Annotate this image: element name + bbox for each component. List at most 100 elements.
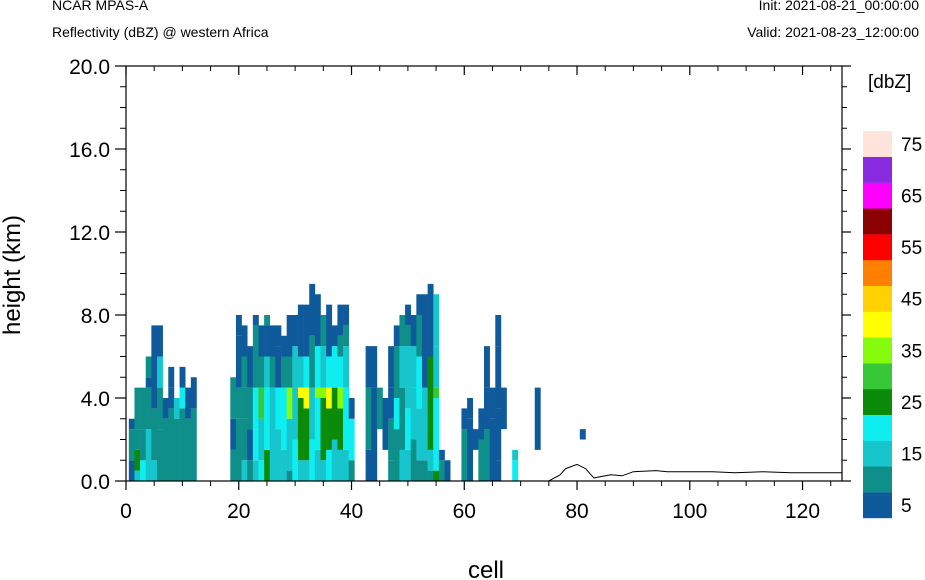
reflectivity-cell (427, 470, 434, 482)
reflectivity-cell (337, 408, 344, 450)
reflectivity-cell (157, 325, 163, 357)
reflectivity-cell (162, 398, 169, 419)
reflectivity-cell (173, 418, 180, 481)
reflectivity-cell (247, 387, 254, 430)
reflectivity-cell (140, 387, 147, 430)
reflectivity-cell (314, 346, 321, 388)
colorbar-swatch (863, 337, 892, 364)
reflectivity-cell (190, 408, 197, 482)
reflectivity-cell (579, 429, 586, 440)
reflectivity-cell (320, 315, 327, 347)
reflectivity-cell (478, 439, 485, 481)
reflectivity-cell (388, 418, 395, 461)
reflectivity-cell (343, 346, 349, 388)
reflectivity-cell (269, 439, 276, 481)
reflectivity-cell (230, 377, 237, 419)
reflectivity-cell (264, 356, 271, 388)
reflectivity-cell (433, 387, 440, 399)
colorbar-swatch (863, 182, 892, 209)
colorbar-unit: [dbZ] (868, 72, 911, 93)
reflectivity-cell (145, 429, 152, 482)
reflectivity-cell (168, 387, 175, 409)
reflectivity-cell (495, 315, 502, 347)
colorbar-swatch (863, 156, 892, 183)
reflectivity-cell (303, 356, 310, 388)
reflectivity-cells (128, 283, 586, 482)
colorbar-swatch (863, 440, 892, 467)
reflectivity-cell (168, 408, 175, 482)
colorbar-label: 25 (901, 393, 922, 414)
colorbar-swatch (863, 389, 892, 415)
reflectivity-cell (292, 315, 299, 347)
colorbar-swatch (863, 260, 892, 286)
reflectivity-cell (512, 460, 519, 481)
y-tick-label: 20.0 (69, 56, 110, 79)
reflectivity-cell (399, 387, 406, 450)
reflectivity-cell (365, 449, 372, 482)
colorbar-label: 45 (901, 290, 922, 311)
reflectivity-cell (151, 408, 158, 461)
reflectivity-cell (134, 470, 141, 482)
reflectivity-cell (309, 439, 316, 481)
colorbar-swatch (863, 363, 892, 390)
x-tick-label: 120 (785, 500, 820, 523)
reflectivity-cell (230, 449, 237, 482)
reflectivity-cell (303, 304, 310, 357)
reflectivity-cell (393, 429, 400, 482)
reflectivity-cell (264, 325, 271, 357)
reflectivity-cell (461, 408, 468, 430)
reflectivity-cell (286, 387, 293, 419)
reflectivity-cell (427, 449, 434, 471)
init-time: Init: 2021-08-21_00:00:00 (758, 0, 919, 13)
reflectivity-cell (393, 398, 400, 430)
reflectivity-cell (433, 294, 440, 347)
reflectivity-cell (365, 387, 372, 450)
colorbar-swatch (863, 131, 892, 157)
reflectivity-cell (337, 449, 344, 482)
x-tick-label: 100 (672, 500, 707, 523)
reflectivity-cell (331, 439, 338, 481)
reflectivity-cell (264, 315, 271, 326)
reflectivity-cell (343, 387, 349, 450)
colorbar-label: 5 (901, 496, 912, 517)
reflectivity-cell (281, 335, 287, 357)
x-tick-label: 60 (453, 500, 476, 523)
reflectivity-cell (421, 387, 428, 461)
reflectivity-cell (320, 398, 327, 461)
reflectivity-cell (461, 429, 468, 482)
reflectivity-cell (314, 449, 321, 482)
reflectivity-cell (140, 429, 147, 461)
reflectivity-cell (134, 449, 141, 471)
reflectivity-cell (190, 377, 197, 409)
reflectivity-cell (421, 315, 428, 388)
reflectivity-cell (478, 408, 485, 440)
reflectivity-cell (433, 470, 440, 482)
reflectivity-cell (252, 429, 259, 461)
reflectivity-cell (185, 387, 192, 419)
reflectivity-cell (484, 346, 490, 388)
y-axis-title: height (km) (0, 215, 26, 335)
reflectivity-cell (399, 449, 406, 482)
reflectivity-cell (157, 429, 163, 482)
reflectivity-cell (399, 315, 406, 347)
reflectivity-cell (348, 460, 355, 481)
reflectivity-cell (241, 356, 248, 388)
reflectivity-cell (303, 408, 310, 461)
reflectivity-cell (337, 304, 344, 336)
reflectivity-cell (309, 335, 316, 357)
reflectivity-cell (303, 460, 310, 481)
reflectivity-cell (320, 387, 327, 399)
reflectivity-cell (151, 356, 158, 409)
reflectivity-cell (416, 460, 423, 481)
reflectivity-cell (292, 387, 299, 440)
reflectivity-cell (467, 418, 474, 481)
reflectivity-cell (286, 470, 293, 482)
reflectivity-cell (427, 283, 434, 357)
reflectivity-cell (512, 449, 519, 461)
reflectivity-cell (258, 418, 265, 461)
colorbar-swatch (863, 414, 892, 441)
colorbar: 5 15 25 35 45 55 65 75 (863, 131, 922, 519)
reflectivity-cell (275, 429, 282, 482)
reflectivity-cell (241, 418, 248, 461)
